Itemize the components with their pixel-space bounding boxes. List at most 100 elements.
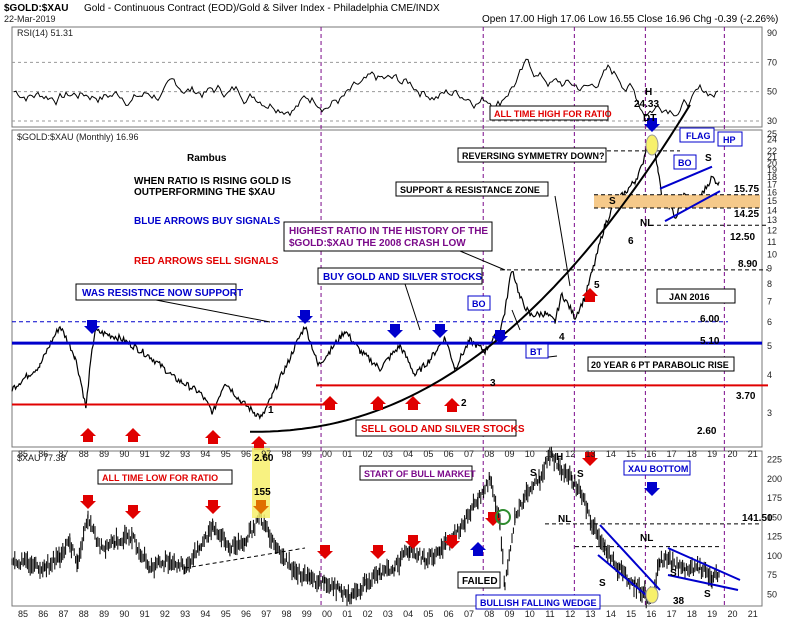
x-tick-ratio-87: 87 <box>59 449 69 459</box>
ratio-tick-16: 16 <box>767 188 777 198</box>
x-tick-xau-93: 93 <box>180 609 190 619</box>
xau-tick-75: 75 <box>767 570 777 580</box>
level-890: 8.90 <box>738 259 758 270</box>
x-tick-xau-13: 13 <box>586 609 596 619</box>
x-tick-ratio-04: 04 <box>403 449 413 459</box>
flag-box <box>679 127 715 143</box>
xau-dashed-support <box>184 547 306 569</box>
atl-box <box>97 469 233 485</box>
xau-level-14150: 141.50 <box>742 513 773 524</box>
author-label: Rambus <box>187 153 227 164</box>
x-tick-ratio-14: 14 <box>606 449 616 459</box>
sell-arrow-5 <box>370 396 386 410</box>
highest-ratio-box <box>283 221 493 252</box>
bt-label: BT <box>530 347 542 357</box>
rsi-tick-50: 50 <box>767 87 777 97</box>
chart-date: 22-Mar-2019 <box>4 14 56 24</box>
xau-s2: S <box>577 469 584 480</box>
buy-arrow-3 <box>432 324 448 338</box>
ratio-tick-14: 14 <box>767 205 777 215</box>
xau-sell-arrow-2 <box>205 500 221 514</box>
x-tick-xau-99: 99 <box>302 609 312 619</box>
x-tick-xau-87: 87 <box>59 609 69 619</box>
level-1250: 12.50 <box>730 232 755 243</box>
s-label-1: S <box>609 196 616 207</box>
x-tick-ratio-21: 21 <box>748 449 758 459</box>
ratio-tick-22: 22 <box>767 146 777 156</box>
x-tick-xau-89: 89 <box>99 609 109 619</box>
xau-buy-arrow-0 <box>470 542 486 556</box>
x-tick-ratio-99: 99 <box>302 449 312 459</box>
xau-sell-arrow-8 <box>582 452 598 466</box>
failed-label: FAILED <box>462 576 498 587</box>
xau-s1: S <box>530 468 537 479</box>
xau-sell-arrow-0 <box>80 495 96 509</box>
ratio-tick-24: 24 <box>767 134 777 144</box>
level-600: 6.00 <box>700 314 720 325</box>
ratio-tick-17: 17 <box>767 180 777 190</box>
x-tick-ratio-15: 15 <box>626 449 636 459</box>
xau-tick-125: 125 <box>767 532 782 542</box>
xau-tick-225: 225 <box>767 455 782 465</box>
x-tick-ratio-11: 11 <box>545 449 554 459</box>
sell-arrow-2 <box>205 430 221 444</box>
sell-label: SELL GOLD AND SILVER STOCKS <box>361 424 525 435</box>
xau-bottom-highlight <box>645 586 659 604</box>
x-tick-xau-10: 10 <box>525 609 535 619</box>
jan2016-box <box>656 288 736 304</box>
x-tick-xau-08: 08 <box>484 609 494 619</box>
sell-arrow-4 <box>322 396 338 410</box>
x-tick-ratio-00: 00 <box>322 449 332 459</box>
buy-box <box>317 267 483 285</box>
sell-box <box>355 419 517 437</box>
flag-line-upper <box>659 165 713 190</box>
x-tick-xau-85: 85 <box>18 609 28 619</box>
x-tick-ratio-07: 07 <box>464 449 474 459</box>
note-ratio-rising: WHEN RATIO IS RISING GOLD IS <box>134 176 291 187</box>
x-tick-xau-92: 92 <box>160 609 170 619</box>
xau-triangle-lower <box>667 574 739 591</box>
ath-highlight <box>645 134 659 156</box>
buy-arrow-4 <box>492 330 508 344</box>
x-tick-ratio-20: 20 <box>727 449 737 459</box>
bo-box-1 <box>467 295 491 311</box>
s-label-2: S <box>705 153 712 164</box>
x-tick-xau-04: 04 <box>403 609 413 619</box>
x-tick-ratio-90: 90 <box>119 449 129 459</box>
level-260: 2.60 <box>697 426 717 437</box>
x-axes: 85 85 86 86 87 87 88 88 89 89 90 90 91 91 92 92 93 93 94 94… <box>18 449 758 619</box>
x-tick-ratio-97: 97 <box>261 449 271 459</box>
callout-pointer-0 <box>155 299 271 323</box>
xau-annotations: ALL TIME LOW FOR RATIO 2.60 155 START OF… <box>97 452 773 610</box>
note-red-arrows: RED ARROWS SELL SIGNALS <box>134 256 279 267</box>
x-tick-xau-12: 12 <box>565 609 575 619</box>
bull-start-box <box>359 465 473 481</box>
x-tick-xau-96: 96 <box>241 609 251 619</box>
xau-nl1: NL <box>558 514 571 525</box>
sr-zone-label: SUPPORT & RESISTANCE ZONE <box>400 185 540 195</box>
x-tick-xau-16: 16 <box>646 609 656 619</box>
x-tick-xau-88: 88 <box>79 609 89 619</box>
wedge-label: BULLISH FALLING WEDGE <box>480 598 597 608</box>
rsi-tick-90: 90 <box>767 28 777 38</box>
callout-pointer-2 <box>459 250 506 271</box>
x-tick-xau-02: 02 <box>363 609 373 619</box>
x-tick-xau-11: 11 <box>545 609 554 619</box>
xau-nl2: NL <box>640 533 653 544</box>
x-tick-ratio-05: 05 <box>423 449 433 459</box>
symbol-label: $GOLD:$XAU <box>4 3 68 14</box>
xau-s5: S <box>704 589 711 600</box>
sell-arrow-3 <box>251 436 267 450</box>
xau-bottom-box <box>623 460 691 476</box>
xau-tick-100: 100 <box>767 551 782 561</box>
was-resistance-box <box>75 283 237 301</box>
xau-sell-arrow-1 <box>125 505 141 519</box>
nl-label: NL <box>640 218 653 229</box>
x-tick-xau-18: 18 <box>687 609 697 619</box>
xau-bottom-label: XAU BOTTOM <box>628 464 688 474</box>
x-tick-xau-00: 00 <box>322 609 332 619</box>
x-tick-ratio-18: 18 <box>687 449 697 459</box>
sr-zone <box>594 194 760 208</box>
dt-label: DT <box>643 113 656 124</box>
